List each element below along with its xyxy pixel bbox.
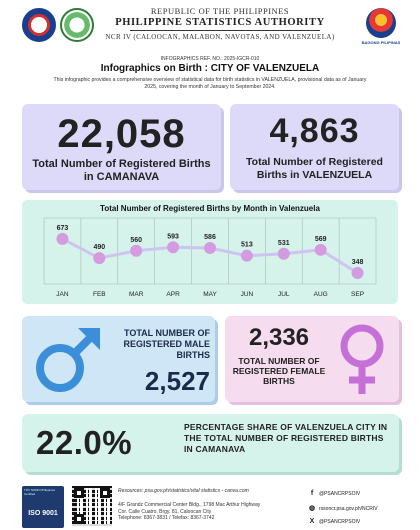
data-label: 513 xyxy=(241,242,253,249)
facebook-handle: @PSANCRPSOIV xyxy=(319,491,361,497)
header-divider xyxy=(130,30,320,31)
address-line-1: 4/F Grandz Commercial Center Bldg., 1798… xyxy=(118,502,261,508)
camanava-label: Total Number of Registered Births in CAM… xyxy=(32,158,211,183)
male-label: TOTAL NUMBER OF REGISTERED MALE BIRTHS xyxy=(123,328,210,360)
data-label: 490 xyxy=(93,244,105,251)
monthly-births-chart: Total Number of Registered Births by Mon… xyxy=(22,200,398,304)
camanava-value: 22,058 xyxy=(57,112,186,156)
data-point xyxy=(93,252,106,265)
share-card: 22.0% PERCENTAGE SHARE OF VALENZUELA CIT… xyxy=(22,414,399,472)
iso-badge: TÜV NORD Philippines Certified ISO 9001 xyxy=(22,486,64,528)
data-label: 569 xyxy=(315,236,327,243)
camanava-card: 22,058 Total Number of Registered Births… xyxy=(22,104,221,190)
data-point xyxy=(204,242,216,255)
data-point xyxy=(240,249,253,262)
tick-label: APR xyxy=(166,291,180,298)
data-point xyxy=(314,243,327,256)
republic-text: REPUBLIC OF THE PHILIPPINES xyxy=(150,6,290,16)
twitter-handle: @PSANCRPSOIV xyxy=(319,519,361,525)
data-point xyxy=(56,232,69,245)
qr-corner-icon xyxy=(74,514,84,524)
tick-label: AUG xyxy=(314,291,328,298)
male-symbol-icon xyxy=(36,328,100,392)
share-value: 22.0% xyxy=(36,424,133,461)
psa-logo-icon xyxy=(22,8,56,42)
phone: Telephone: 8367-3831 / Telefax: 8367-374… xyxy=(118,515,215,521)
female-label: TOTAL NUMBER OF REGISTERED FEMALE BIRTHS xyxy=(232,356,326,386)
tick-label: FEB xyxy=(93,291,106,298)
tick-label: JUN xyxy=(241,291,254,298)
data-label: 560 xyxy=(130,237,142,244)
qr-corner-icon xyxy=(100,488,110,498)
iso-certifier: TÜV NORD Philippines Certified xyxy=(24,488,56,496)
address: 4/F Grandz Commercial Center Bldg., 1798… xyxy=(118,502,298,522)
data-label: 531 xyxy=(278,240,290,247)
facebook-icon: f xyxy=(310,490,314,497)
data-label: 673 xyxy=(57,225,69,232)
globe-icon: ◍ xyxy=(308,505,316,512)
tick-label: MAY xyxy=(203,291,217,298)
male-card: TOTAL NUMBER OF REGISTERED MALE BIRTHS 2… xyxy=(22,316,215,402)
female-symbol-icon xyxy=(340,324,384,394)
data-point xyxy=(167,241,180,254)
data-label: 348 xyxy=(352,259,364,266)
office-name: NCR IV (CALOOCAN, MALABON, NAVOTAS, AND … xyxy=(105,33,335,41)
resources-text: Resources: psa.gov.ph/statistics/vital s… xyxy=(118,488,249,494)
address-line-2: Cor. Calle Cuatro, Brgy. 81, Caloocan Ci… xyxy=(118,508,212,515)
female-card: 2,336 TOTAL NUMBER OF REGISTERED FEMALE … xyxy=(225,316,399,402)
bagong-pilipinas-logo-icon xyxy=(366,8,396,38)
share-label: PERCENTAGE SHARE OF VALENZUELA CITY IN T… xyxy=(184,422,388,454)
bagong-pilipinas-seal-icon xyxy=(60,8,94,42)
footer: TÜV NORD Philippines Certified ISO 9001 … xyxy=(0,480,420,530)
chart-title: Total Number of Registered Births by Mon… xyxy=(100,204,320,213)
tick-label: SEP xyxy=(351,291,364,298)
data-point xyxy=(277,247,290,260)
valenzuela-label: Total Number of Registered Births in VAL… xyxy=(246,156,383,181)
facebook-link[interactable]: f @PSANCRPSOIV xyxy=(308,490,360,497)
ref-number: INFOGRAPHICS REF. NO.: 2025-IGCR-010 xyxy=(160,56,260,62)
iso-text: ISO 9001 xyxy=(28,510,58,517)
tick-label: JUL xyxy=(278,291,290,298)
male-value: 2,527 xyxy=(144,366,210,396)
x-icon: X xyxy=(309,518,315,525)
page-title: Infographics on Birth : CITY OF VALENZUE… xyxy=(100,63,320,74)
header: REPUBLIC OF THE PHILIPPINES PHILIPPINE S… xyxy=(0,0,420,54)
tick-label: JAN xyxy=(56,291,69,298)
website-url: rssoncr.psa.gov.ph/NCRIV xyxy=(319,506,378,512)
valenzuela-value: 4,863 xyxy=(269,112,360,150)
data-label: 593 xyxy=(167,233,179,240)
female-value: 2,336 xyxy=(248,324,310,351)
description: This infographic provides a comprehensiv… xyxy=(53,77,367,90)
agency-name: PHILIPPINE STATISTICS AUTHORITY xyxy=(115,17,325,28)
qr-corner-icon xyxy=(74,488,84,498)
chart-canvas: 673 JAN 490 FEB 560 MAR 593 APR 586 MAY 513 JUN 531 J… xyxy=(43,217,377,298)
website-link[interactable]: ◍ rssoncr.psa.gov.ph/NCRIV xyxy=(308,504,378,512)
bagong-pilipinas-text: BAGONG PILIPINAS xyxy=(361,40,401,45)
tick-label: MAR xyxy=(129,291,144,298)
valenzuela-card: 4,863 Total Number of Registered Births … xyxy=(230,104,399,190)
data-point xyxy=(130,244,143,257)
twitter-link[interactable]: X @PSANCRPSOIV xyxy=(308,518,361,525)
data-point xyxy=(351,266,364,279)
data-label: 586 xyxy=(204,234,216,241)
